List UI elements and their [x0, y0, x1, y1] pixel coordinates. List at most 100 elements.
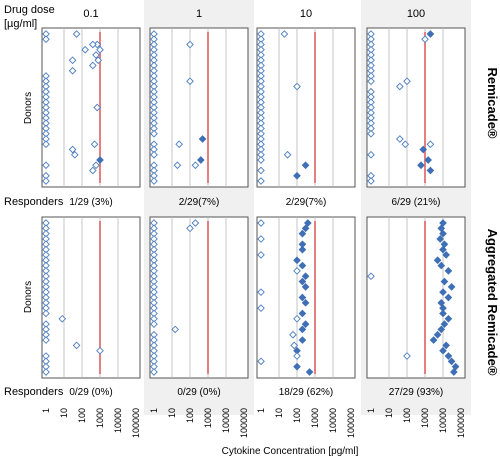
data-point-responder	[439, 229, 447, 238]
x-tick-label: 10000	[328, 408, 338, 433]
panel-6: 18/29 (62%) 1 10 100 1000 10000 100000	[256, 216, 356, 438]
data-point	[186, 40, 194, 49]
data-point	[257, 235, 265, 243]
dose-header-0: 0.1	[83, 8, 98, 20]
responders-value: 0/29 (0%)	[69, 387, 112, 398]
dose-label: Drug dose	[4, 4, 55, 16]
data-point-responder	[444, 267, 453, 275]
data-point	[280, 30, 289, 38]
x-tick-label: 1	[256, 408, 266, 413]
x-tick-label: 1	[366, 408, 376, 413]
data-point	[293, 267, 301, 275]
panel-frame	[41, 216, 141, 379]
data-point-responder	[450, 368, 458, 376]
data-point-responder	[293, 171, 301, 180]
panel-frame	[41, 27, 141, 188]
x-tick-label: 100	[402, 408, 412, 423]
data-point	[175, 140, 183, 149]
x-tick-label: 10	[384, 408, 394, 418]
responders-value: 2/29(7%)	[286, 197, 327, 208]
dose-headers: 0.1 1 10 100	[83, 8, 425, 20]
dose-unit: [µg/ml]	[4, 18, 37, 30]
x-tick-label: 1000	[203, 408, 213, 428]
data-point	[42, 140, 50, 149]
data-point-responder	[298, 245, 307, 254]
data-point-responder	[417, 161, 425, 170]
data-point	[92, 161, 100, 170]
donors-label-bottom: Donors	[23, 281, 34, 313]
x-tick-label: 10000	[113, 408, 123, 433]
row-title-top: Remicade®	[485, 68, 500, 139]
data-point-responder	[439, 219, 447, 227]
data-point	[92, 51, 100, 59]
data-point-responder	[433, 256, 442, 265]
data-point-responder	[429, 336, 438, 344]
data-point-responder	[437, 298, 446, 307]
data-point	[89, 166, 97, 175]
data-point	[96, 45, 104, 54]
panel-frame	[149, 216, 249, 379]
x-tick-label: 10	[59, 408, 69, 418]
data-point	[293, 314, 301, 323]
responders-value: 27/29 (93%)	[389, 387, 443, 398]
dose-header-2: 10	[300, 8, 312, 20]
data-point	[293, 352, 301, 360]
data-point-responder	[293, 256, 301, 265]
data-point	[401, 140, 410, 149]
panel-3: 6/29 (21%)	[366, 27, 466, 208]
data-point	[68, 145, 77, 154]
data-point-responder	[447, 283, 456, 291]
data-point-responder	[442, 341, 451, 350]
data-point	[367, 129, 375, 138]
x-tick-label: 10000	[438, 408, 448, 433]
data-point-responder	[419, 145, 428, 154]
data-point	[367, 77, 375, 86]
x-tick-label: 100	[185, 408, 195, 423]
data-point-responder	[439, 346, 447, 355]
data-point	[421, 35, 429, 44]
data-point-responder	[305, 368, 314, 376]
x-tick-label: 1	[149, 408, 159, 413]
x-tick-label: 10	[167, 408, 177, 418]
dose-header-3: 100	[407, 8, 425, 20]
data-point	[283, 150, 292, 159]
x-tick-label: 100000	[346, 408, 356, 438]
responders-label-top: Responders	[4, 196, 64, 208]
data-point	[89, 61, 97, 70]
data-point	[42, 177, 50, 185]
panels: 1/29 (3%) 2/29(7%) 2/29(7%) 6/29 (21%) 0/29 …	[41, 27, 466, 438]
data-point-responder	[424, 156, 433, 164]
data-point-responder	[301, 320, 310, 328]
data-point	[403, 352, 411, 360]
data-point	[90, 140, 99, 149]
data-point	[289, 330, 297, 339]
data-point	[257, 357, 265, 366]
x-tick-label: 100000	[239, 408, 249, 438]
responders-value: 6/29 (21%)	[392, 197, 441, 208]
data-point	[186, 224, 194, 233]
data-point	[93, 103, 102, 112]
data-point-responder	[301, 224, 310, 233]
x-tick-label: 10000	[221, 408, 231, 433]
data-point-responder	[298, 293, 307, 302]
data-point-responder	[301, 283, 310, 291]
data-point	[191, 219, 200, 227]
data-point-responder	[444, 314, 453, 323]
x-tick-label: 1	[41, 408, 51, 413]
data-point-responder	[298, 229, 307, 238]
data-point	[58, 314, 67, 323]
data-point	[396, 135, 404, 143]
responders-value: 1/29 (3%)	[69, 197, 112, 208]
data-point	[367, 177, 375, 185]
panel-frame	[366, 27, 466, 188]
data-point-responder	[301, 161, 310, 170]
data-point-responder	[197, 156, 205, 164]
data-point-responder	[298, 309, 307, 318]
data-point	[72, 30, 81, 38]
x-axis-title: Cytokine Concentration [pg/ml]	[222, 446, 359, 457]
x-tick-label: 1000	[95, 408, 105, 428]
data-point	[89, 40, 97, 49]
data-point	[68, 56, 77, 65]
x-tick-label: 10	[274, 408, 284, 418]
